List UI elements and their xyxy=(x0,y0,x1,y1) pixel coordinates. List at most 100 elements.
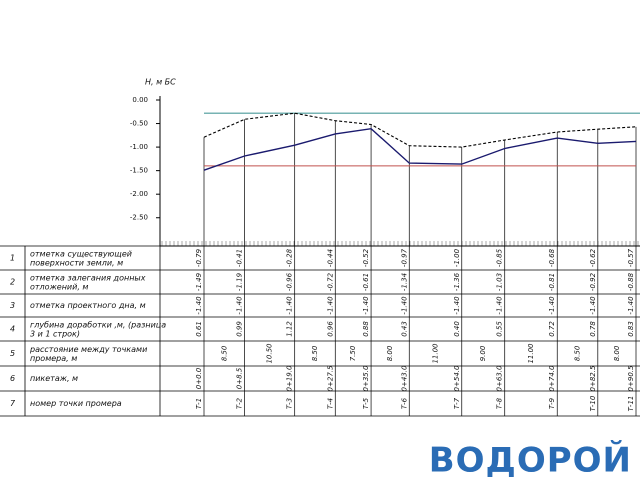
cell: -1.40 xyxy=(400,296,408,315)
cell: 0+27.5 xyxy=(326,365,334,391)
cell: -0.68 xyxy=(548,248,556,267)
cell: -1.40 xyxy=(286,296,294,315)
y-tick-label: -0.50 xyxy=(130,120,148,128)
cell: 11.00 xyxy=(432,343,440,364)
cell: 8.50 xyxy=(574,345,582,361)
cell: -0.72 xyxy=(326,272,334,291)
cell: -0.88 xyxy=(627,272,635,291)
cell: -0.85 xyxy=(496,248,504,267)
cell: Т-1 xyxy=(195,398,203,409)
cell: -1.40 xyxy=(326,296,334,315)
cell: -1.40 xyxy=(453,296,461,315)
cell: Т-6 xyxy=(400,397,408,409)
cell: -1.40 xyxy=(496,296,504,315)
y-tick-label: -2.50 xyxy=(130,214,148,222)
y-tick-label: -2.00 xyxy=(130,190,148,198)
cell: 8.50 xyxy=(220,345,228,361)
row-number: 1 xyxy=(10,254,15,263)
y-tick-label: 0.00 xyxy=(132,96,148,104)
cell: 11.00 xyxy=(527,343,535,364)
cell: Т-8 xyxy=(496,397,504,409)
cell: -0.61 xyxy=(362,273,370,291)
cell: -1.49 xyxy=(195,272,203,291)
cell: 7.50 xyxy=(349,345,357,361)
cell: 0+43.0 xyxy=(400,365,408,391)
cell: Т-2 xyxy=(236,397,244,409)
row-label: глубина доработки ,м, (разница 3 и 1 стро… xyxy=(30,320,166,338)
cell: 0+54.0 xyxy=(453,365,461,391)
cell: -1.40 xyxy=(362,296,370,315)
cell: Т-11 xyxy=(627,396,635,412)
cell: -0.52 xyxy=(362,248,370,267)
cell: -1.40 xyxy=(195,296,203,315)
row-label: пикетаж, м xyxy=(30,374,78,383)
row-label: отметка залегания донных отложений, м xyxy=(30,273,146,291)
cell: 0+35.0 xyxy=(362,365,370,391)
row-label: отметка проектного дна, м xyxy=(30,301,146,310)
cell: 0.61 xyxy=(195,321,203,337)
row-number: 6 xyxy=(10,374,15,383)
cell: 0.99 xyxy=(236,321,244,337)
cell: Т-9 xyxy=(548,397,556,409)
axis-label: Н, м БС xyxy=(145,78,176,87)
row-number: 4 xyxy=(10,325,15,334)
cell: -1.36 xyxy=(453,272,461,291)
cell: -1.03 xyxy=(496,273,504,291)
cell: Т-5 xyxy=(362,397,370,409)
row-label: номер точки промера xyxy=(30,399,122,408)
cell: -0.57 xyxy=(627,248,635,267)
cell: -1.40 xyxy=(236,296,244,315)
cell: 0+90.5 xyxy=(627,365,635,391)
cell: -0.81 xyxy=(548,273,556,291)
profile-line xyxy=(203,127,637,171)
cell: Т-4 xyxy=(326,398,334,409)
row-number: 7 xyxy=(10,399,16,408)
cell: 0+74.0 xyxy=(548,365,556,391)
y-tick-label: -1.50 xyxy=(130,167,148,175)
cell: 0+82.5 xyxy=(589,365,597,391)
cell: 0.55 xyxy=(496,321,504,337)
cell: Т-7 xyxy=(453,397,461,409)
cell: 0.96 xyxy=(326,321,334,337)
cell: 0+63.0 xyxy=(496,365,504,391)
cell: 10.50 xyxy=(266,343,274,364)
profile-line xyxy=(203,112,637,148)
cell: -0.79 xyxy=(195,248,203,267)
cell: -0.62 xyxy=(589,248,597,267)
cell: -0.44 xyxy=(326,249,334,267)
cell: -0.41 xyxy=(236,249,244,267)
cell: -1.40 xyxy=(627,296,635,315)
cell: -1.00 xyxy=(453,248,461,267)
cell: 0.40 xyxy=(453,321,461,337)
cell: -0.28 xyxy=(286,248,294,267)
cell: 0.83 xyxy=(627,321,635,337)
cell: -0.97 xyxy=(400,248,408,267)
cell: -0.96 xyxy=(286,272,294,291)
cell: 0.88 xyxy=(362,321,370,337)
cell: 0.72 xyxy=(548,321,556,337)
cell: 8.00 xyxy=(613,345,621,361)
cell: -1.34 xyxy=(400,273,408,291)
cell: 9.00 xyxy=(479,345,487,361)
cell: -1.40 xyxy=(548,296,556,315)
cell: Т-3 xyxy=(286,398,294,409)
row-label: расстояние между точками промера, м xyxy=(29,345,147,363)
cell: 8.00 xyxy=(386,345,394,361)
cell: Т-10 xyxy=(589,395,597,411)
cell: -1.19 xyxy=(236,272,244,291)
row-label: отметка существующей поверхности земли, м xyxy=(30,249,132,267)
cell: 8.50 xyxy=(311,345,319,361)
cell: 0+8.5 xyxy=(236,367,244,389)
cell: 0.43 xyxy=(400,321,408,337)
cell: 0.78 xyxy=(589,321,597,337)
row-number: 2 xyxy=(10,278,15,287)
row-number: 3 xyxy=(10,301,15,310)
row-number: 5 xyxy=(10,349,15,358)
cell: -0.92 xyxy=(589,272,597,291)
cell: 0+19.0 xyxy=(286,365,294,391)
cell: -1.40 xyxy=(589,296,597,315)
cell: 1.12 xyxy=(286,321,294,337)
y-tick-label: -1.00 xyxy=(130,143,148,151)
logo: ВОДОРОЙ xyxy=(429,440,632,480)
